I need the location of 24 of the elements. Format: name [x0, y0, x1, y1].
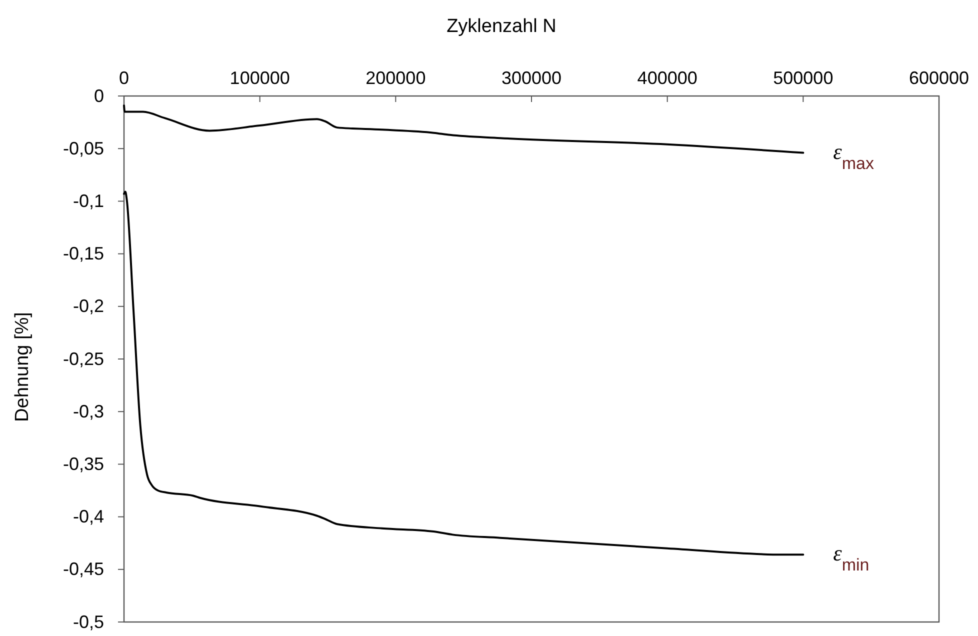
line-series: [123, 190, 804, 556]
x-tick-label: 0: [118, 68, 130, 88]
series-label: ε$_{min}$: [833, 540, 870, 574]
x-tick-label: 600000: [908, 68, 970, 88]
y-tick-label: -0,35: [62, 454, 104, 474]
x-tick-label: 500000: [773, 68, 834, 88]
x-tick-label: 400000: [637, 68, 698, 88]
y-tick-label: -0,15: [62, 244, 104, 264]
x-tick-label: 300000: [501, 68, 562, 88]
y-tick-label: -0,5: [72, 612, 104, 632]
y-tick-label: -0,2: [72, 296, 104, 316]
x-axis-title: Zyklenzahl N: [446, 16, 556, 37]
line-series: [123, 104, 804, 154]
y-tick-label: -0,1: [72, 190, 104, 211]
y-tick-label: -0,25: [62, 348, 104, 369]
y-tick-label: -0,45: [62, 559, 104, 580]
x-tick-label: 200000: [366, 68, 426, 88]
y-tick-label: -0,3: [72, 401, 104, 422]
x-tick-label: 100000: [230, 68, 290, 88]
y-tick-label: -0,05: [62, 138, 104, 158]
y-tick-label: 0: [94, 86, 104, 106]
series-label: ε$_{max}$: [833, 138, 874, 172]
y-tick-label: -0,4: [72, 506, 104, 527]
y-axis-title: Dehnung [%]: [12, 312, 33, 422]
